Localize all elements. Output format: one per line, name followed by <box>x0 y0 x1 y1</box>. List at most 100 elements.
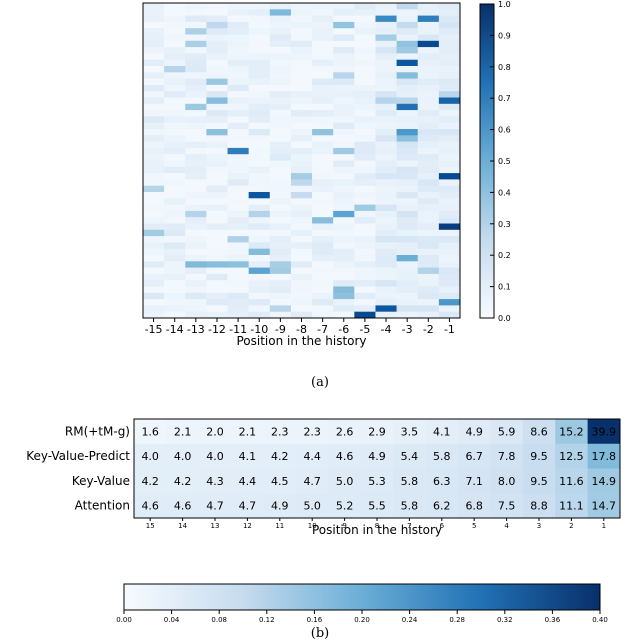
cell-value-label: 4.7 <box>303 475 321 488</box>
heatmap-cell <box>438 267 461 275</box>
heatmap-cell <box>333 185 355 193</box>
heatmap-cell <box>417 122 440 130</box>
heatmap-cell <box>143 28 165 35</box>
heatmap-cell <box>164 236 186 243</box>
heatmap-cell <box>185 84 207 92</box>
heatmap-cell <box>248 273 271 281</box>
heatmap-cell <box>290 72 313 79</box>
heatmap-cell <box>396 103 419 111</box>
heatmap-cell <box>269 192 292 199</box>
heatmap-cell <box>438 91 461 98</box>
colorbar-tick-label: 0.5 <box>498 157 511 166</box>
heatmap-cell <box>227 305 249 312</box>
heatmap-cell <box>143 236 165 243</box>
heatmap-cell <box>231 468 264 494</box>
heatmap-cell <box>206 40 228 48</box>
heatmap-cell <box>164 97 186 105</box>
cell-value-label: 2.0 <box>206 425 224 438</box>
x-tick-label: 12 <box>243 522 252 530</box>
heatmap-cell <box>396 160 419 168</box>
heatmap-cell <box>143 59 165 67</box>
heatmap-cell <box>354 210 376 218</box>
heatmap-cell <box>227 198 249 205</box>
x-tick-label: -12 <box>208 323 226 336</box>
cell-value-label: 5.2 <box>336 500 354 513</box>
heatmap-cell <box>396 210 419 218</box>
heatmap-cell <box>354 248 376 256</box>
heatmap-cell <box>333 210 355 218</box>
heatmap-cell <box>164 229 186 237</box>
x-tick-label: 1 <box>602 522 606 530</box>
heatmap-cell <box>269 242 292 249</box>
heatmap-cell <box>417 21 440 29</box>
cell-value-label: 5.8 <box>401 475 419 488</box>
heatmap-cell <box>206 21 228 29</box>
heatmap-cell <box>143 311 165 319</box>
heatmap-cell <box>227 160 249 168</box>
heatmap-cell <box>296 468 329 494</box>
cell-value-label: 12.5 <box>559 450 584 463</box>
heatmap-cell <box>185 28 207 35</box>
heatmap-cell <box>312 273 334 281</box>
heatmap-cell <box>333 21 355 29</box>
heatmap-cell <box>396 84 419 92</box>
heatmap-cell <box>333 160 355 168</box>
heatmap-cell <box>263 443 297 469</box>
heatmap-cell <box>269 154 292 161</box>
heatmap-cell <box>438 217 461 224</box>
heatmap-cell <box>227 280 249 287</box>
heatmap-cell <box>290 273 313 281</box>
heatmap-cell <box>185 129 207 136</box>
heatmap-cell <box>375 110 397 117</box>
heatmap-cell <box>375 223 397 231</box>
heatmap-cell <box>396 116 419 123</box>
heatmap-cell <box>248 53 271 60</box>
cell-value-label: 4.1 <box>433 425 451 438</box>
heatmap-cell <box>164 261 186 268</box>
heatmap-cell <box>438 9 461 16</box>
heatmap-cell <box>333 267 355 275</box>
heatmap-cell <box>438 59 461 67</box>
heatmap-cell <box>185 34 207 42</box>
heatmap-cell <box>143 135 165 142</box>
heatmap-cell <box>185 154 207 161</box>
panel-b-row-labels: RM(+tM-g) Key-Value-Predict Key-Value Atten… <box>26 424 130 512</box>
heatmap-cell <box>417 273 440 281</box>
heatmap-cell <box>290 280 313 287</box>
heatmap-cell <box>206 97 228 105</box>
heatmap-cell <box>354 273 376 281</box>
heatmap-cell <box>206 280 228 287</box>
heatmap-cell <box>248 116 271 123</box>
heatmap-cell <box>269 122 292 130</box>
heatmap-cell <box>227 53 249 60</box>
heatmap-cell <box>312 311 334 319</box>
heatmap-cell <box>375 248 397 256</box>
heatmap-cell <box>438 135 461 142</box>
heatmap-cell <box>333 273 355 281</box>
heatmap-cell <box>185 91 207 98</box>
heatmap-cell <box>438 47 461 54</box>
heatmap-cell <box>164 40 186 48</box>
heatmap-cell <box>143 47 165 54</box>
heatmap-cell <box>198 493 232 519</box>
heatmap-cell <box>312 59 334 67</box>
heatmap-cell <box>312 15 334 23</box>
heatmap-cell <box>227 147 249 155</box>
heatmap-cell <box>269 28 292 35</box>
heatmap-cell <box>328 419 362 445</box>
heatmap-cell <box>333 147 355 155</box>
heatmap-cell <box>490 493 524 519</box>
heatmap-cell <box>354 28 376 35</box>
heatmap-cell <box>490 468 524 494</box>
heatmap-cell <box>438 248 461 256</box>
heatmap-cell <box>164 53 186 60</box>
x-tick-label: -6 <box>338 323 349 336</box>
heatmap-cell <box>312 292 334 300</box>
heatmap-cell <box>375 273 397 281</box>
heatmap-cell <box>185 3 207 10</box>
heatmap-cell <box>269 261 292 268</box>
heatmap-cell <box>164 292 186 300</box>
heatmap-cell <box>143 110 165 117</box>
heatmap-cell <box>438 147 461 155</box>
heatmap-cell <box>312 110 334 117</box>
